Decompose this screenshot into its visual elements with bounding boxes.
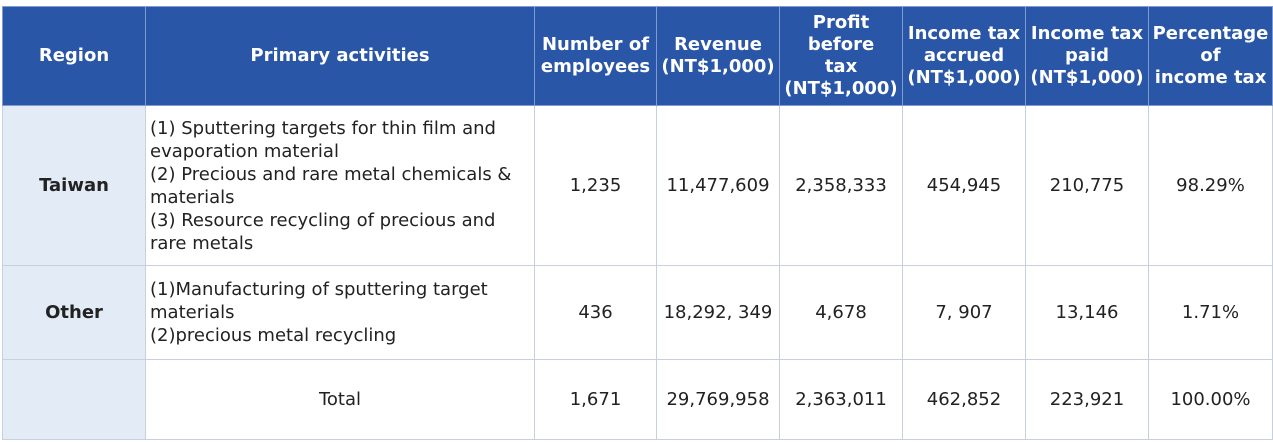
revenue-cell: 18,292, 349 <box>656 265 780 360</box>
percentage-cell: 98.29% <box>1148 104 1273 267</box>
tax-accrued-cell: 7, 907 <box>902 265 1026 360</box>
total-profit-cell: 2,363,011 <box>779 358 903 441</box>
activities-cell: (1)Manufacturing of sputtering target ma… <box>145 265 535 360</box>
percentage-cell: 1.71% <box>1148 265 1273 360</box>
total-tax-accrued-cell: 462,852 <box>902 358 1026 441</box>
region-cell: Taiwan <box>2 104 146 267</box>
activity-line: evaporation material <box>150 140 339 162</box>
header-number-of-employees: Number of employees <box>534 6 657 106</box>
table-row: Taiwan (1) Sputtering targets for thin f… <box>2 104 1273 267</box>
region-cell-empty <box>2 358 146 441</box>
activity-line: (3) Resource recycling of precious and <box>150 209 496 231</box>
activity-line: rare metals <box>150 232 254 254</box>
total-revenue-cell: 29,769,958 <box>656 358 780 441</box>
activity-line: (2) Precious and rare metal chemicals & <box>150 163 512 185</box>
employees-cell: 1,235 <box>534 104 657 267</box>
activity-line: materials <box>150 302 235 324</box>
total-employees-cell: 1,671 <box>534 358 657 441</box>
activity-line: (1)Manufacturing of sputtering target <box>150 279 488 301</box>
header-income-tax-paid: Income tax paid (NT$1,000) <box>1025 6 1149 106</box>
tax-paid-cell: 210,775 <box>1025 104 1149 267</box>
tax-accrued-cell: 454,945 <box>902 104 1026 267</box>
header-region: Region <box>2 6 146 106</box>
total-tax-paid-cell: 223,921 <box>1025 358 1149 441</box>
header-row: Region Primary activities Number of empl… <box>2 6 1273 106</box>
revenue-cell: 11,477,609 <box>656 104 780 267</box>
table-row: Other (1)Manufacturing of sputtering tar… <box>2 265 1273 360</box>
activity-line: materials <box>150 186 235 208</box>
header-profit-before-tax: Profit before tax (NT$1,000) <box>779 6 903 106</box>
profit-cell: 4,678 <box>779 265 903 360</box>
employees-cell: 436 <box>534 265 657 360</box>
header-primary-activities: Primary activities <box>145 6 535 106</box>
header-percentage-of-income-tax: Percentage of income tax <box>1148 6 1273 106</box>
total-row: Total 1,671 29,769,958 2,363,011 462,852… <box>2 358 1273 441</box>
profit-cell: 2,358,333 <box>779 104 903 267</box>
region-cell: Other <box>2 265 146 360</box>
tax-paid-cell: 13,146 <box>1025 265 1149 360</box>
activities-cell: (1) Sputtering targets for thin film and… <box>145 104 535 267</box>
total-label: Total <box>145 358 535 441</box>
header-income-tax-accrued: Income tax accrued (NT$1,000) <box>902 6 1026 106</box>
total-percentage-cell: 100.00% <box>1148 358 1273 441</box>
header-revenue: Revenue (NT$1,000) <box>656 6 780 106</box>
income-tax-by-region-table: Region Primary activities Number of empl… <box>2 6 1273 441</box>
activity-line: (1) Sputtering targets for thin film and <box>150 117 496 139</box>
activity-line: (2)precious metal recycling <box>150 325 397 347</box>
